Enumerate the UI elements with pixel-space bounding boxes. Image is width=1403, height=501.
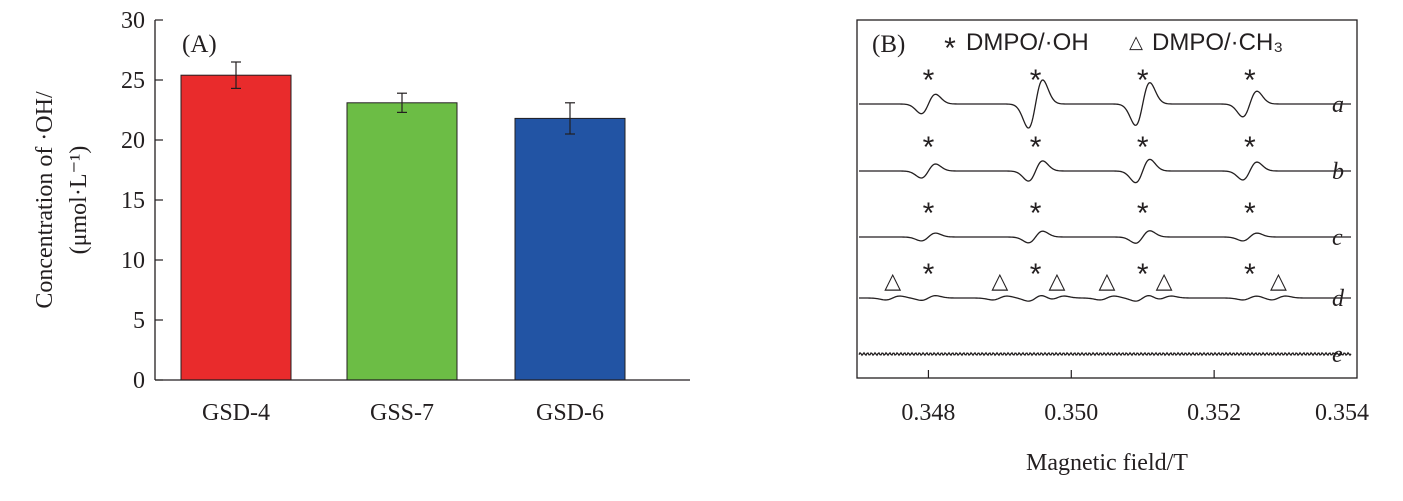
oh-marker-c-2: * — [1137, 197, 1149, 230]
y-tick-label-20: 20 — [121, 128, 145, 154]
oh-marker-a-1: * — [1030, 64, 1042, 97]
trace-label-e: e — [1332, 342, 1343, 368]
x-tick-label-GSD-4: GSD-4 — [202, 400, 270, 426]
trace-label-d: d — [1332, 286, 1345, 312]
y-axis-title: Concentration of ·OH/ (μmol·L⁻¹) — [32, 91, 92, 309]
oh-marker-b-2: * — [1137, 131, 1149, 164]
x-tick-labels: GSD-4 GSS-7 GSD-6 — [202, 400, 604, 426]
ch3-marker-4: △ — [1156, 268, 1173, 293]
x-tick-label-GSS-7: GSS-7 — [370, 400, 434, 426]
y-axis-title-line1: Concentration of ·OH/ — [32, 91, 58, 309]
panel-label-a: (A) — [182, 31, 217, 58]
ch3-marker-0: △ — [884, 268, 901, 293]
oh-marker-d-1: * — [1030, 258, 1042, 291]
ch3-marker-2: △ — [1049, 268, 1066, 293]
bar-GSD-6 — [514, 117, 626, 381]
trace-label-a: a — [1332, 92, 1344, 118]
y-tick-label-0: 0 — [133, 368, 145, 394]
bar-chart-panel: 0 5 10 15 20 25 30 GSD-4 GSS-7 GSD-6 (A) Concent… — [32, 8, 690, 426]
ch3-marker-1: △ — [991, 268, 1008, 293]
x-tick-label-0.350: 0.350 — [1044, 400, 1098, 426]
y-tick-label-15: 15 — [121, 188, 145, 214]
ch3-marker-5: △ — [1270, 268, 1287, 293]
legend-ch3-marker: △ — [1129, 32, 1143, 52]
spectra-traces — [858, 79, 1352, 357]
oh-marker-a-3: * — [1244, 64, 1256, 97]
oh-marker-d-2: * — [1137, 258, 1149, 291]
y-tick-label-25: 25 — [121, 68, 145, 94]
spectrum-trace-b — [859, 158, 1351, 184]
oh-marker-c-0: * — [923, 197, 935, 230]
x-tick-label-0.352: 0.352 — [1187, 400, 1241, 426]
peak-markers: * * * * * * * * * * * * * * * * △ △ △ △ △ △ — [884, 64, 1287, 293]
plot-frame — [856, 19, 1358, 379]
spectrum-trace-d — [859, 295, 1351, 302]
spectrum-trace-e — [858, 351, 1352, 357]
oh-marker-c-1: * — [1030, 197, 1042, 230]
legend-oh-marker: * — [944, 32, 956, 65]
oh-marker-b-1: * — [1030, 131, 1042, 164]
oh-marker-d-3: * — [1244, 258, 1256, 291]
y-ticks: 0 5 10 15 20 25 30 — [121, 8, 163, 394]
panel-label-b: (B) — [872, 31, 905, 58]
oh-marker-a-2: * — [1137, 64, 1149, 97]
oh-marker-c-3: * — [1244, 197, 1256, 230]
spectrum-trace-a — [859, 79, 1351, 129]
y-tick-label-5: 5 — [133, 308, 145, 334]
spectrum-panel: * * * ** * * ** * * ** * * *△ △ △ △ △ △ 0.348 0.350 0.352 0.… — [856, 19, 1369, 476]
x-axis-title: Magnetic field/T — [1026, 450, 1188, 476]
trace-label-c: c — [1332, 225, 1343, 251]
oh-marker-a-0: * — [923, 64, 935, 97]
bar-GSS-7 — [346, 102, 458, 381]
spectrum-trace-c — [859, 230, 1351, 244]
oh-marker-b-0: * — [923, 131, 935, 164]
bars-group — [180, 74, 626, 381]
legend-oh-label: DMPO/·OH — [966, 29, 1089, 56]
x-ticks: 0.348 0.350 0.352 0.354 — [901, 370, 1369, 426]
y-axis-title-line2: (μmol·L⁻¹) — [66, 146, 92, 255]
ch3-marker-3: △ — [1099, 268, 1116, 293]
oh-marker-d-0: * — [923, 258, 935, 291]
bar-GSD-4 — [180, 74, 292, 381]
x-tick-label-0.348: 0.348 — [901, 400, 955, 426]
legend-ch3-label: DMPO/·CH₃ — [1152, 29, 1283, 56]
oh-marker-b-3: * — [1244, 131, 1256, 164]
error-bars-group — [231, 61, 575, 135]
x-tick-label-0.354: 0.354 — [1315, 400, 1369, 426]
trace-label-b: b — [1332, 159, 1344, 185]
y-tick-label-10: 10 — [121, 248, 145, 274]
y-tick-label-30: 30 — [121, 8, 145, 34]
trace-labels: a b c d e — [1332, 92, 1345, 368]
x-tick-label-GSD-6: GSD-6 — [536, 400, 604, 426]
